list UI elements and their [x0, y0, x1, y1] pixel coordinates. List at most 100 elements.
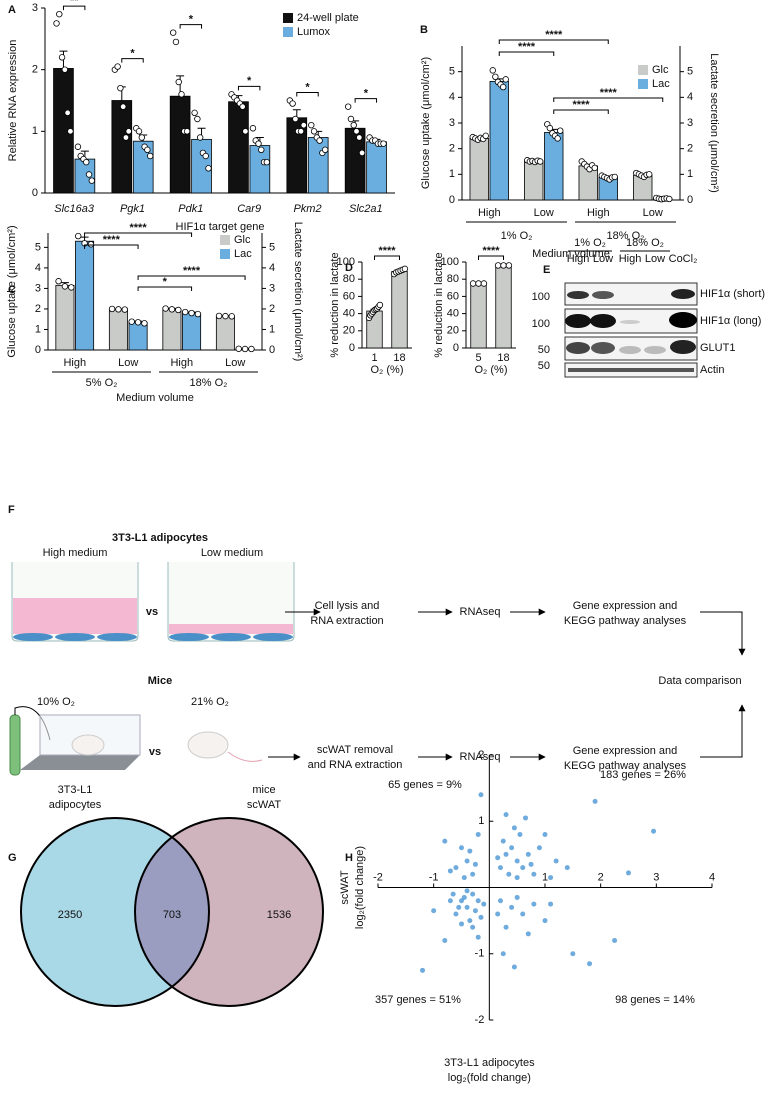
y-tick-label: 5	[35, 241, 41, 253]
scatter-point	[531, 901, 537, 907]
significance-label: ****	[572, 99, 590, 111]
significance-label: ****	[130, 222, 148, 234]
x-tick-label: Slc2a1	[349, 203, 383, 215]
data-point	[121, 306, 128, 313]
band	[644, 346, 666, 354]
quadrant-annotation: 183 genes = 26%	[600, 769, 686, 781]
venn-set-label: 3T3-L1	[58, 784, 93, 796]
y-tick-label: 3	[35, 282, 41, 294]
significance-label: *	[305, 81, 310, 93]
data-point	[68, 284, 75, 291]
group-title: 3T3-L1 adipocytes	[112, 532, 208, 544]
scatter-point	[517, 832, 523, 837]
scatter-point	[531, 871, 537, 877]
mw-marker: 100	[532, 318, 550, 330]
y2-tick-label: 4	[269, 262, 275, 274]
scatter-point	[553, 858, 559, 864]
data-point	[215, 312, 223, 320]
bar	[470, 283, 487, 349]
group-label: 5% O₂	[86, 377, 118, 389]
data-point	[482, 132, 489, 140]
significance-label: *	[189, 14, 194, 26]
significance-label: *	[163, 276, 168, 288]
scatter-point	[536, 845, 542, 851]
panel-letter: G	[8, 852, 17, 864]
significance-bracket	[121, 58, 144, 63]
data-point	[175, 306, 182, 314]
data-point	[64, 109, 71, 117]
y-tick-label: 0	[349, 342, 355, 354]
group-label: 1% O₂	[501, 230, 533, 242]
data-point	[554, 135, 561, 142]
significance-bracket	[498, 51, 555, 56]
y2-tick-label: 2	[687, 143, 693, 155]
lane-label: High	[619, 253, 642, 265]
step: RNAseq	[460, 751, 501, 763]
legend-swatch	[283, 13, 293, 23]
medium	[13, 598, 137, 634]
data-point	[202, 152, 209, 160]
data-point	[56, 10, 63, 18]
data-point	[108, 305, 116, 313]
y-axis-label: Glucose uptake (μmol/cm²)	[6, 225, 18, 357]
y-tick-label: 60	[447, 290, 459, 302]
data-point	[175, 78, 182, 86]
y-tick-label: 5	[449, 66, 455, 78]
scatter-point	[548, 875, 554, 881]
data-point	[188, 309, 195, 317]
bar	[366, 141, 387, 194]
y-tick-label: 40	[343, 308, 355, 320]
scatter-point	[503, 812, 509, 818]
x-tick-label: Car9	[237, 203, 261, 215]
lane-label: CoCl₂	[669, 253, 698, 265]
scatter-point	[612, 938, 618, 943]
y-tick-label: 20	[343, 325, 355, 337]
band	[565, 314, 591, 328]
data-point	[117, 84, 124, 92]
scatter-point	[587, 961, 593, 967]
data-point	[138, 134, 146, 141]
scatter-point	[461, 875, 467, 881]
y-tick-label: -2	[475, 1014, 485, 1026]
y2-tick-label: 5	[687, 66, 693, 78]
significance-bracket	[374, 255, 400, 260]
scatter-point	[592, 798, 598, 804]
data-point	[646, 171, 653, 178]
scatter-point	[514, 894, 520, 900]
bar	[307, 137, 329, 194]
y-tick-label: 0	[449, 194, 455, 206]
scatter-point	[478, 792, 484, 798]
x-tick-label: Low	[118, 357, 138, 369]
bar	[108, 308, 128, 351]
step: KEGG pathway analyses	[564, 760, 687, 772]
data-point	[134, 319, 142, 326]
significance-bracket	[179, 24, 203, 29]
data-point	[75, 232, 82, 240]
y-tick-label: 1	[35, 323, 41, 335]
y2-tick-label: 0	[687, 194, 693, 206]
data-point	[228, 313, 235, 320]
y-axis-label: % reduction in lactate	[329, 252, 341, 357]
scatter-point	[456, 904, 462, 910]
scatter-point	[509, 845, 515, 851]
band	[591, 342, 615, 354]
band-label: HIF1α (short)	[700, 288, 765, 300]
scatter-point	[570, 951, 576, 957]
scatter-point	[481, 901, 487, 907]
band-label: GLUT1	[700, 342, 735, 354]
y-tick-label: 60	[343, 290, 355, 302]
legend-label: Glc	[652, 64, 669, 76]
scatter-point	[520, 911, 526, 917]
venn-set-label: adipocytes	[49, 799, 102, 811]
x-tick-label: High	[587, 207, 610, 219]
scatter-point	[442, 938, 448, 943]
legend-swatch	[638, 79, 648, 89]
bar	[182, 312, 202, 351]
x-axis-label: HIF1α target gene	[176, 221, 265, 233]
data-point	[61, 283, 69, 290]
band	[592, 291, 614, 299]
cells	[13, 633, 293, 641]
y2-tick-label: 4	[687, 91, 693, 103]
bar	[489, 81, 509, 201]
data-point	[194, 115, 201, 123]
